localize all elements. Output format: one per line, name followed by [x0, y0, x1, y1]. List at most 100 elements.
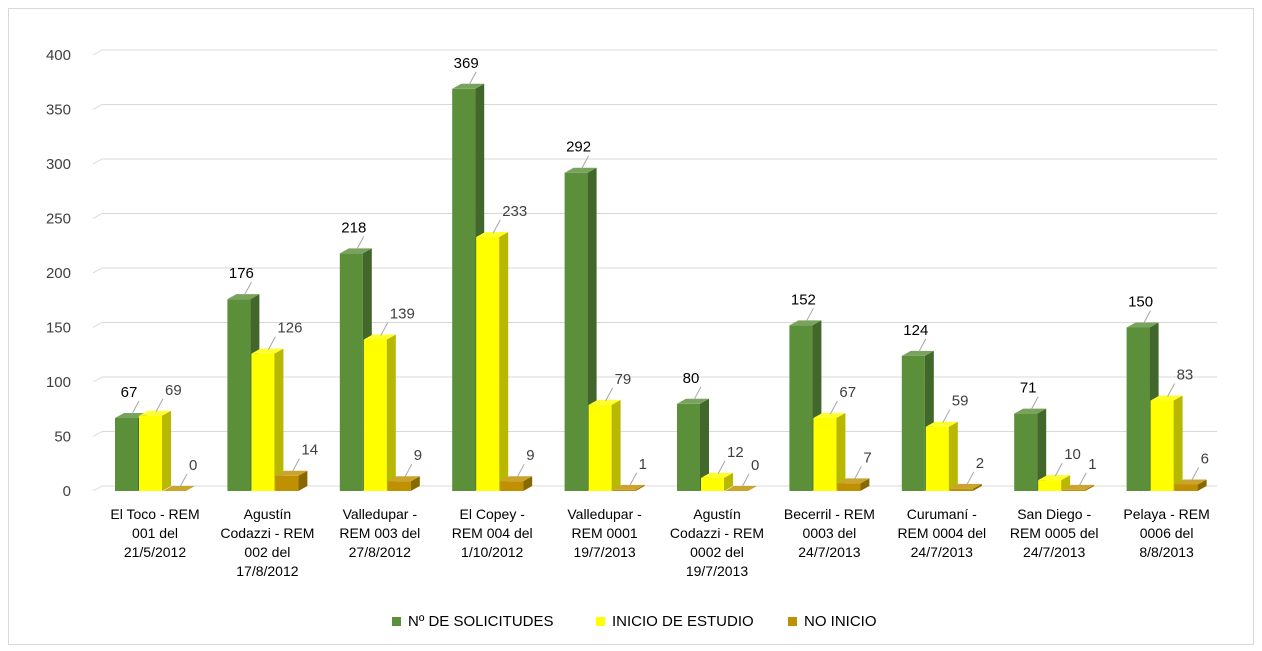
y-tick-label: 200	[46, 265, 71, 282]
data-label: 152	[791, 291, 816, 308]
bar	[251, 348, 284, 491]
bar	[139, 410, 171, 491]
data-label: 0	[189, 457, 197, 474]
bar-front	[949, 488, 973, 491]
bar-front	[500, 481, 524, 491]
data-label: 126	[277, 320, 302, 337]
bar-front	[588, 404, 612, 491]
bar-top	[813, 412, 846, 418]
leader-line	[179, 473, 188, 488]
leader-line	[131, 400, 140, 415]
data-label: 9	[526, 447, 534, 464]
leader-line	[1191, 467, 1200, 481]
bar-side	[386, 334, 396, 491]
bar-front	[813, 417, 837, 491]
category-label: Pelaya - REM 0006 del 8/8/2013	[1123, 506, 1209, 560]
leader-line	[380, 322, 389, 336]
bar	[837, 478, 870, 491]
data-label: 1	[639, 456, 647, 473]
data-label: 67	[121, 384, 138, 401]
data-label: 6	[1201, 450, 1209, 467]
data-label: 1	[1088, 456, 1096, 473]
y-tick-label: 250	[46, 211, 71, 228]
bar-front	[701, 477, 724, 491]
data-label: 233	[502, 203, 527, 220]
bar-top	[837, 478, 870, 484]
bar-side	[298, 470, 308, 491]
bar-front	[115, 417, 138, 491]
leader-line	[805, 308, 814, 322]
bar	[363, 334, 396, 491]
leader-line	[404, 463, 413, 478]
bar	[1062, 484, 1095, 491]
leader-line	[492, 219, 501, 234]
gridline-depth	[92, 49, 103, 56]
bar-front	[925, 426, 949, 491]
bar-front	[1126, 327, 1150, 491]
gridline-depth	[92, 485, 103, 492]
bar-top	[1174, 479, 1207, 485]
leader-line	[291, 458, 300, 472]
bar-top	[1062, 484, 1095, 490]
bar	[163, 486, 195, 491]
bar-side	[700, 398, 709, 491]
bar-side	[1037, 408, 1047, 491]
bar-top	[251, 348, 284, 354]
bar-front	[251, 353, 275, 491]
data-labels: 67 69017612614218139936923392927918012015…	[121, 55, 1209, 488]
bar-top	[339, 248, 372, 254]
leader-line	[693, 386, 702, 401]
bar-front	[452, 88, 476, 491]
bar-top	[1150, 395, 1183, 401]
bar-top	[588, 399, 621, 405]
bar-top	[139, 410, 171, 416]
data-label: 69	[165, 382, 182, 399]
leader-line	[468, 71, 477, 86]
gridline-depth	[92, 431, 103, 437]
leader-line	[1078, 472, 1087, 487]
bar-front	[275, 475, 299, 491]
y-tick-label: 150	[46, 320, 71, 337]
bar	[701, 472, 733, 491]
bar-side	[1085, 484, 1095, 491]
bar-side	[1173, 395, 1183, 491]
y-tick-label: 300	[46, 156, 71, 173]
bar-top	[363, 334, 396, 340]
category-label: Agustín Codazzi - REM 0002 del 19/7/2013	[670, 506, 764, 579]
bar-top	[275, 470, 308, 476]
bar-top	[163, 486, 195, 491]
bar-side	[836, 412, 846, 491]
bar	[925, 421, 958, 491]
legend-swatch	[596, 617, 605, 626]
category-label: San Diego -REM 0005 del 24/7/2013	[1010, 506, 1099, 560]
leader-line	[942, 409, 951, 423]
bar	[677, 398, 709, 491]
leader-line	[605, 387, 614, 402]
bar-front	[1062, 489, 1086, 491]
data-label: 12	[727, 444, 744, 461]
bar-side	[523, 476, 533, 491]
gridlines	[92, 49, 1217, 492]
bar-front	[1174, 484, 1198, 491]
gridline-depth	[92, 104, 103, 110]
bar-top	[564, 167, 597, 173]
leader-line	[581, 155, 590, 169]
bar-top	[701, 472, 733, 478]
bar-front	[789, 325, 813, 491]
bar-top	[227, 294, 260, 300]
leader-line	[1167, 383, 1176, 397]
bar-side	[860, 478, 870, 491]
category-label: El Toco - REM 001 del 21/5/2012	[110, 506, 199, 560]
bar-top	[612, 484, 645, 490]
data-label: 9	[414, 447, 422, 464]
bar	[1014, 408, 1047, 491]
category-label: Curumaní -REM 0004 del 24/7/2013	[897, 506, 986, 560]
y-axis-ticks: 0 50 100 150 200 250 300 350 400	[46, 47, 71, 500]
data-label: 59	[952, 393, 969, 410]
category-label: Agustín Codazzi - REM 002 del 17/8/2012	[220, 506, 314, 579]
leader-line	[918, 338, 927, 353]
bar-front	[476, 237, 500, 491]
bar-front	[227, 299, 251, 491]
legend-swatch	[392, 617, 401, 626]
